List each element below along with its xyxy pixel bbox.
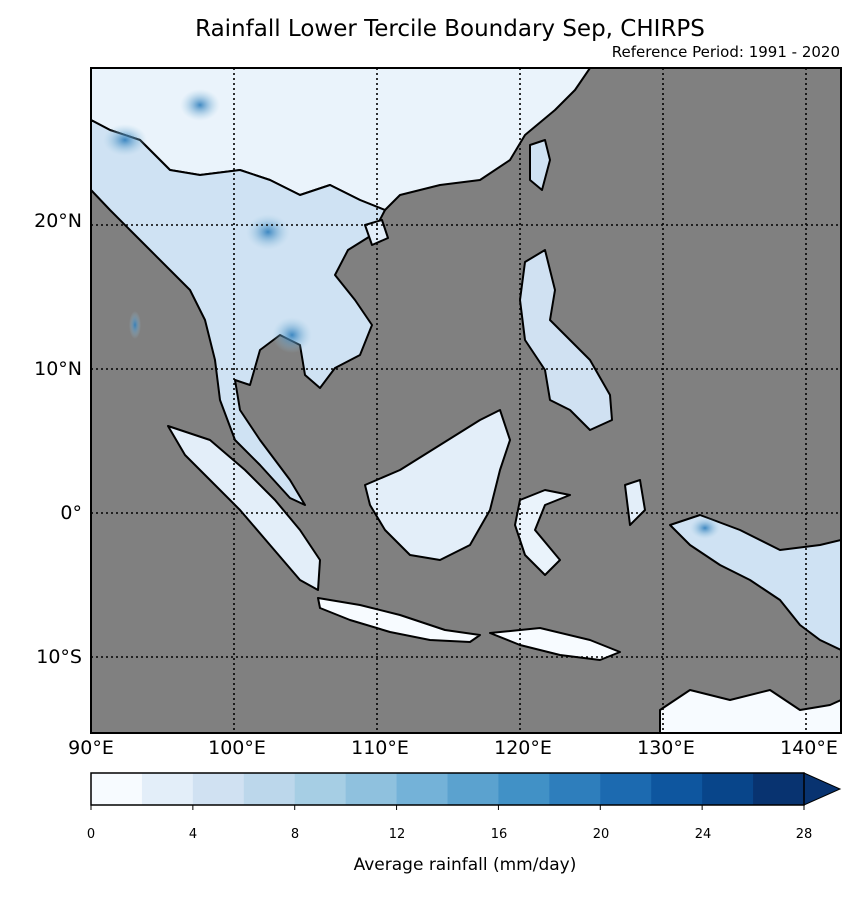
land-taiwan — [529, 139, 551, 191]
colorbar-frame — [90, 772, 805, 806]
colorbar-tick-label: 16 — [490, 827, 508, 842]
land-java — [317, 597, 481, 643]
reference-period-subtitle: Reference Period: 1991 - 2020 — [611, 43, 840, 61]
rainfall-map — [90, 67, 842, 734]
lon-label-130: 130°E — [637, 737, 695, 759]
colorbar-tick-label: 20 — [592, 827, 610, 842]
colorbar-tick-label: 8 — [290, 827, 300, 842]
lon-label-100: 100°E — [208, 737, 266, 759]
colorbar-bin — [651, 773, 703, 805]
land-borneo — [364, 409, 511, 561]
colorbar-bin — [549, 773, 601, 805]
colorbar-bin — [702, 773, 754, 805]
rain-maximum-laos — [246, 214, 290, 250]
map-frame — [90, 67, 842, 734]
land-sumatra — [167, 425, 321, 591]
colorbar-bin — [753, 773, 805, 805]
lon-label-110: 110°E — [351, 737, 409, 759]
rain-maximum-cambodia — [272, 317, 312, 353]
map-title: Rainfall Lower Tercile Boundary Sep, CHI… — [195, 16, 705, 42]
colorbar-tick-label: 4 — [188, 827, 198, 842]
land-new-guinea — [669, 514, 841, 651]
lat-label-10n: 10°N — [34, 358, 82, 380]
land-hainan — [364, 219, 389, 246]
lon-label-90: 90°E — [68, 737, 114, 759]
lat-label-10s: 10°S — [36, 646, 82, 668]
colorbar-tick-label: 0 — [86, 827, 96, 842]
colorbar-extend-arrow — [803, 772, 842, 806]
colorbar-bin — [498, 773, 550, 805]
rain-maximum-myanmar — [180, 89, 220, 121]
lon-label-140: 140°E — [780, 737, 838, 759]
rain-maximum-new-guinea — [690, 517, 720, 539]
colorbar-bins — [91, 773, 805, 805]
rain-maximum-bengal — [103, 124, 147, 156]
colorbar-bin — [141, 773, 194, 805]
colorbar-tick-label: 12 — [388, 827, 406, 842]
colorbar-label: Average rainfall (mm/day) — [353, 855, 577, 875]
lat-label-20n: 20°N — [34, 210, 82, 232]
land-lesser-sunda — [489, 627, 621, 661]
colorbar-bin — [345, 773, 398, 805]
colorbar-bin — [91, 773, 143, 805]
colorbar-tick-marks — [90, 805, 805, 810]
colorbar-bin — [396, 773, 448, 805]
colorbar-bin — [447, 773, 499, 805]
colorbar-bin — [243, 773, 296, 805]
rain-maximum-andaman — [129, 311, 141, 339]
colorbar-bin — [192, 773, 245, 805]
land-australia — [659, 689, 841, 733]
colorbar-bin — [294, 773, 347, 805]
land-philippines — [519, 249, 613, 431]
colorbar-tick-label: 28 — [795, 827, 813, 842]
colorbar-tick-label: 24 — [694, 827, 712, 842]
land-moluccas — [624, 479, 646, 526]
lon-label-120: 120°E — [494, 737, 552, 759]
colorbar-bin — [600, 773, 652, 805]
lat-label-0: 0° — [60, 502, 82, 524]
